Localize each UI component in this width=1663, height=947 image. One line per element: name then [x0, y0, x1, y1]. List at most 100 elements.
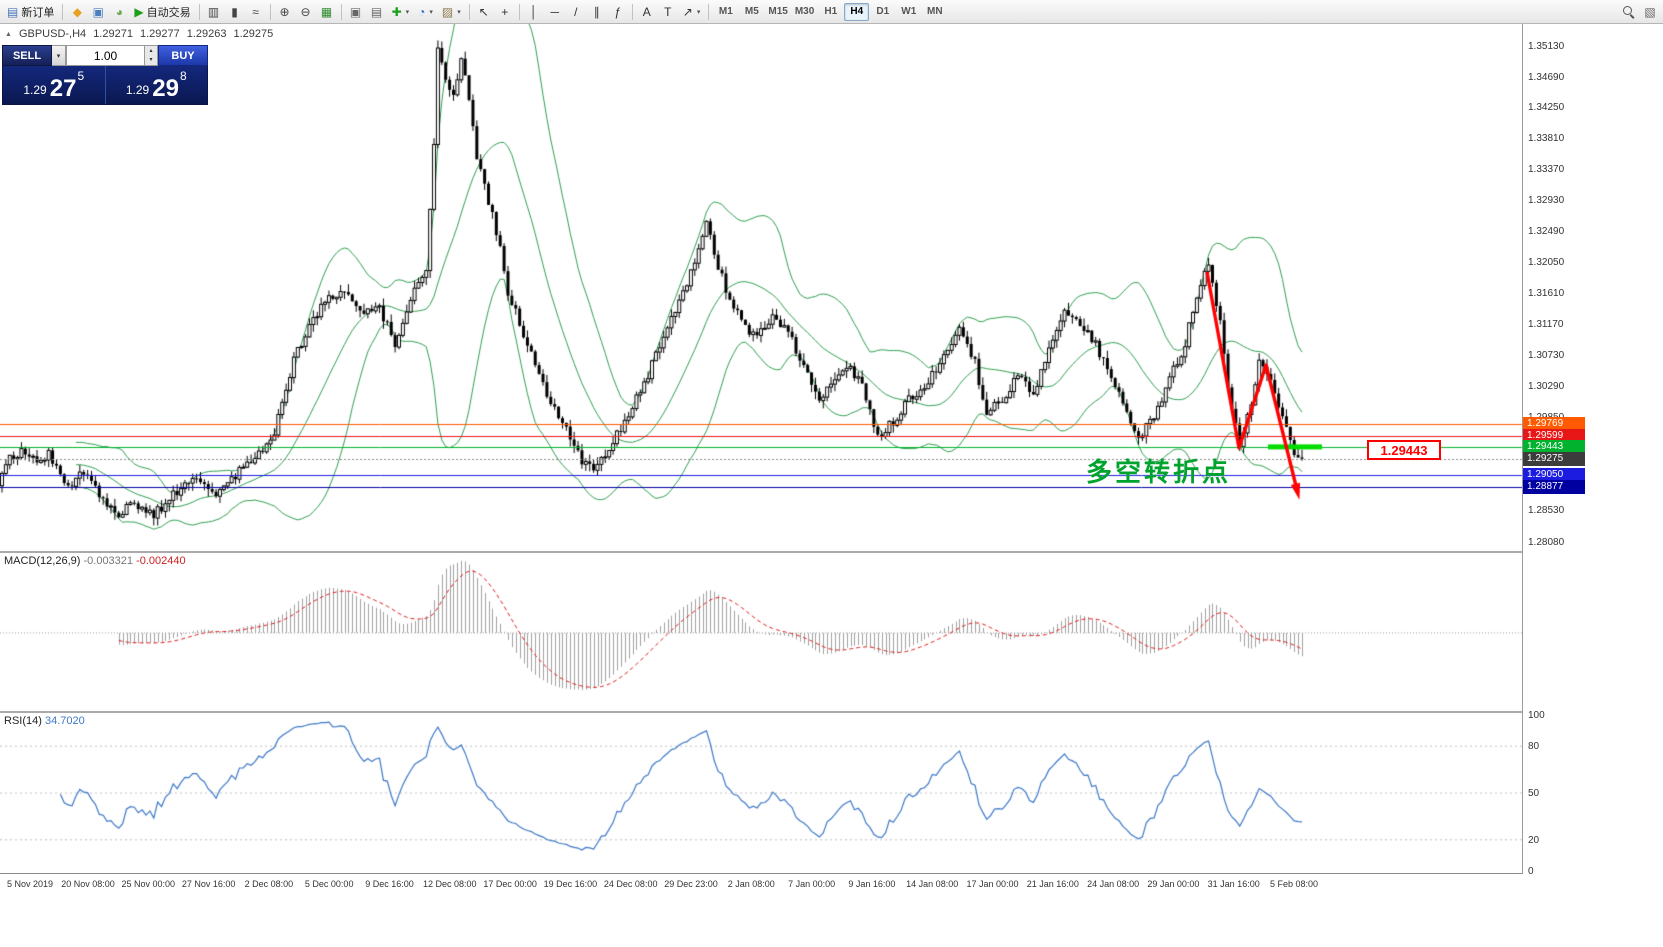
sell-price-display[interactable]: 1.29 27 5 [3, 66, 105, 104]
time-axis-label: 24 Dec 08:00 [603, 879, 658, 889]
community-button[interactable]: ◕ [109, 2, 129, 22]
volume-spinner[interactable]: ▴ ▾ [145, 45, 158, 66]
cursor-icon: ↖ [478, 4, 489, 19]
timeframe-m30-button[interactable]: M30 [794, 6, 815, 17]
autotrading-button-label: 自动交易 [146, 6, 191, 19]
chart-title: ▲ GBPUSD-,H4 1.29271 1.29277 1.29263 1.2… [5, 28, 273, 40]
rsi-panel-separator[interactable] [0, 711, 1663, 713]
price-axis-label: 1.33370 [1528, 164, 1565, 176]
price-axis-label: 1.31170 [1528, 319, 1564, 331]
text-button[interactable]: A [637, 2, 657, 22]
timeframe-m5-button[interactable]: M5 [744, 6, 759, 17]
price-axis-label: 1.34250 [1528, 102, 1565, 114]
price-axis-label: 1.32930 [1528, 195, 1565, 207]
price-axis-separator [1522, 24, 1523, 874]
buy-price-display[interactable]: 1.29 29 8 [106, 66, 208, 104]
timeframe-m15-button[interactable]: M15 [768, 6, 788, 17]
rsi-indicator-label: RSI(14) 34.7020 [4, 715, 85, 727]
macd-panel-separator[interactable] [0, 551, 1663, 553]
turning-point-annotation: 多空转折点 [1086, 457, 1232, 487]
order-options-dropdown[interactable]: ▾ [52, 45, 66, 66]
periods-button[interactable]: ◔ ▾ [414, 2, 437, 22]
price-axis-label: 1.33810 [1528, 133, 1565, 145]
price-axis-label: 1.31610 [1528, 288, 1565, 300]
rsi-axis-label: 50 [1528, 788, 1540, 799]
one-click-collapse-icon[interactable]: ▲ [5, 30, 12, 38]
templates-button[interactable]: ▨ ▾ [438, 2, 465, 22]
price-callout-box: 1.29443 [1367, 440, 1441, 460]
fibonacci-icon: ƒ [614, 4, 622, 19]
market-button[interactable]: ◆ [67, 2, 87, 22]
zoom-in-button[interactable]: ⊕ [275, 2, 295, 22]
cascade-windows-button[interactable]: ▣ [346, 2, 366, 22]
fibonacci-button[interactable]: ƒ [608, 2, 628, 22]
time-axis-label: 20 Nov 08:00 [61, 879, 115, 889]
new-window-button[interactable]: ▧ [1640, 2, 1660, 22]
autotrading-button[interactable]: ▶ 自动交易 [130, 2, 194, 22]
chevron-down-icon: ▾ [457, 8, 461, 16]
search-button[interactable] [1619, 2, 1639, 22]
arrows-button[interactable]: ↗ ▾ [679, 2, 705, 22]
price-axis[interactable]: 1.35130 1.34690 1.34250 1.33810 1.33370 1.329… [1523, 24, 1663, 874]
buy-button[interactable]: BUY [158, 45, 208, 66]
candlestick-chart-type-icon: ▮ [231, 4, 238, 19]
trendline-icon: / [574, 4, 578, 19]
crosshair-button[interactable]: + [495, 2, 515, 22]
low-value: 1.29263 [186, 28, 227, 40]
timeframe-w1-button[interactable]: W1 [901, 6, 917, 17]
macd-main-value: -0.003321 [83, 555, 134, 567]
arrange-windows-icon: ▤ [370, 4, 383, 19]
zoom-in-icon: ⊕ [279, 4, 290, 19]
trade-panel-controls: SELL ▾ 1.00 ▴ ▾ BUY [2, 45, 208, 66]
indicators-button[interactable]: ✚ ▾ [388, 2, 414, 22]
crosshair-icon: + [501, 4, 509, 19]
periods-icon: ◔ [418, 4, 426, 19]
price-tag-1.28877: 1.28877 [1523, 479, 1585, 494]
timeframe-h4-button[interactable]: H4 [844, 2, 870, 21]
line-chart-type-button[interactable]: ≈ [246, 2, 266, 22]
timeframe-d1-button[interactable]: D1 [876, 6, 890, 17]
bar-chart-type-button[interactable]: ▥ [204, 2, 224, 22]
text-label-button[interactable]: T [658, 2, 678, 22]
zoom-out-button[interactable]: ⊖ [296, 2, 316, 22]
time-axis-label: 5 Nov 2019 [6, 879, 54, 889]
rsi-axis-label: 20 [1528, 834, 1540, 846]
signals-button[interactable]: ▣ [88, 2, 108, 22]
cursor-button[interactable]: ↖ [474, 2, 494, 22]
timeframe-h1-button[interactable]: H1 [824, 6, 838, 17]
spinner-up-icon[interactable]: ▴ [149, 47, 153, 54]
toolbar-separator [340, 3, 342, 20]
arrange-windows-button[interactable]: ▤ [367, 2, 387, 22]
channel-button[interactable]: ∥ [587, 2, 607, 22]
price-axis-label: 1.35130 [1528, 40, 1565, 52]
time-axis[interactable]: 5 Nov 2019 20 Nov 08:00 25 Nov 00:00 27 Nov… [0, 874, 1663, 896]
time-axis-label: 21 Jan 16:00 [1026, 879, 1079, 889]
horizontal-line-button[interactable]: ─ [545, 2, 565, 22]
search-icon [1623, 5, 1635, 18]
tile-windows-button[interactable]: ▦ [317, 2, 337, 22]
vertical-line-button[interactable]: │ [524, 2, 544, 22]
timeframe-m1-button[interactable]: M1 [718, 6, 733, 17]
time-axis-label: 9 Dec 16:00 [365, 879, 414, 889]
chart-canvas[interactable] [0, 24, 1523, 874]
sell-button[interactable]: SELL [2, 45, 52, 66]
zoom-out-icon: ⊖ [300, 4, 311, 19]
price-axis-label: 1.28530 [1528, 505, 1565, 517]
candlestick-chart-type-button[interactable]: ▮ [225, 2, 245, 22]
buy-price-point: 8 [179, 69, 187, 83]
chevron-down-icon: ▾ [56, 52, 61, 60]
time-axis-label: 27 Nov 16:00 [181, 879, 236, 889]
spinner-down-icon[interactable]: ▾ [149, 57, 153, 64]
timeframe-mn-button[interactable]: MN [926, 6, 943, 17]
toolbar-separator [708, 3, 710, 20]
volume-input[interactable]: 1.00 [66, 45, 145, 66]
macd-indicator-label: MACD(12,26,9) -0.003321 -0.002440 [4, 555, 186, 567]
time-axis-label: 7 Jan 00:00 [788, 879, 836, 889]
time-axis-label: 17 Dec 00:00 [483, 879, 537, 889]
vertical-line-icon: │ [530, 4, 538, 19]
signals-icon: ▣ [92, 4, 105, 19]
trendline-button[interactable]: / [566, 2, 586, 22]
new-order-button[interactable]: ▤ 新订单 [3, 2, 58, 22]
open-value: 1.29271 [93, 28, 133, 40]
